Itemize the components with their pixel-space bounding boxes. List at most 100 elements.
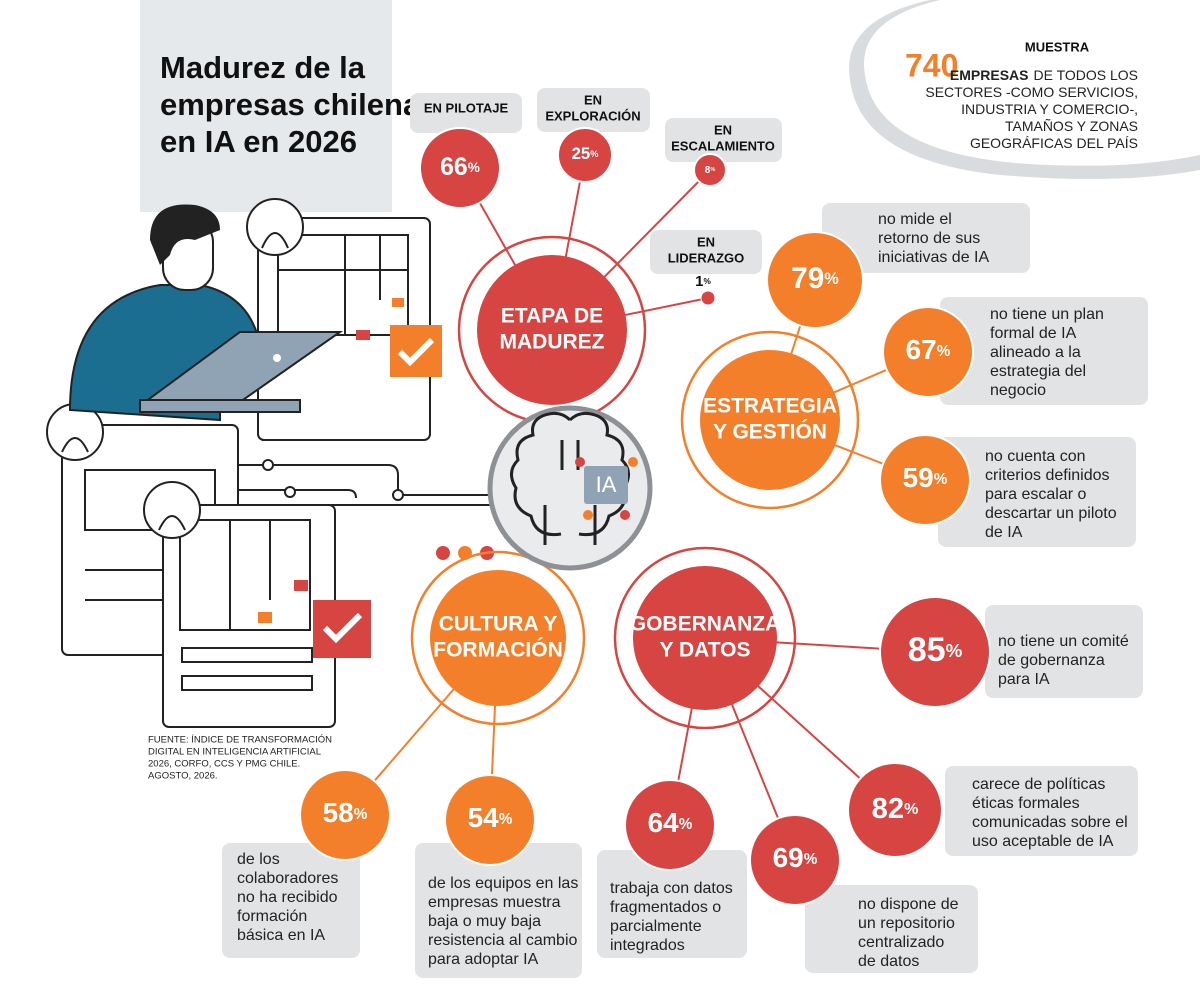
item-text: resistencia al cambio [428, 932, 578, 949]
stat-circle [882, 306, 974, 398]
item-text: retorno de sus [878, 230, 980, 247]
source-line: 2026, CORFO, CCS Y PMG CHILE. [148, 759, 300, 770]
stat-value: 59% [903, 462, 948, 493]
laptop-base [139, 399, 301, 413]
stat-number: 82 [872, 793, 904, 825]
stat-unit: % [499, 811, 513, 828]
stat-number: 1 [695, 273, 703, 290]
group-label: Y GESTIÓN [713, 420, 827, 444]
hub [487, 405, 653, 571]
group-label: GOBERNANZA [630, 613, 781, 636]
stat-value: 82% [872, 793, 919, 825]
item-text: de los [237, 851, 280, 868]
group-circle [633, 566, 777, 710]
stat-value: 54% [468, 802, 513, 833]
stat-circle [766, 231, 864, 329]
text-box [665, 118, 782, 162]
item-text: negocio [990, 382, 1046, 399]
sample-text: DE TODOS LOS [1033, 67, 1138, 83]
item-text: carece de políticas [972, 776, 1105, 793]
check-icon [397, 337, 435, 367]
stat-number: 79 [791, 262, 824, 295]
item-text: colaboradores [237, 870, 338, 887]
stat-circle [879, 434, 971, 526]
item-text: de gobernanza [998, 652, 1105, 669]
sample-text: TAMAÑOS Y ZONAS [1005, 118, 1138, 134]
title-line: empresas chilenas [160, 87, 437, 122]
stat-circle [299, 769, 391, 861]
doc-mark [392, 298, 404, 307]
item-text: estrategia del [990, 363, 1086, 380]
stat-number: 67 [906, 334, 937, 365]
stat-value: 85% [908, 631, 963, 669]
item-text: trabaja con datos [610, 880, 733, 897]
title-panel [140, 0, 392, 212]
item-text: parcialmente [610, 918, 702, 935]
item-text: de datos [858, 953, 919, 970]
text-box [985, 605, 1143, 698]
doc-mark [356, 330, 370, 340]
stat-number: 85 [908, 631, 946, 669]
stat-unit: % [946, 640, 963, 661]
stat-unit: % [804, 851, 818, 868]
item-text: un repositorio [858, 915, 955, 932]
group-circle [477, 255, 627, 405]
text-box [940, 297, 1148, 405]
stat-circle [419, 127, 501, 209]
group-label: ESTRATEGIA [703, 395, 837, 418]
text-box [222, 843, 360, 958]
person-hair [150, 204, 220, 265]
sample-lead: EMPRESAS [950, 67, 1029, 83]
brain-node [620, 510, 630, 520]
stat-unit: % [679, 816, 693, 833]
group-label: MADUREZ [500, 331, 605, 354]
item-text: no tiene un plan [990, 306, 1104, 323]
sample-text: GEOGRÁFICAS DEL PAÍS [970, 135, 1138, 151]
text-box [537, 88, 650, 132]
sample-line: GEOGRÁFICAS DEL PAÍS [970, 135, 1138, 151]
text-box [410, 93, 522, 133]
hub-badge [584, 466, 628, 504]
item-text: no tiene un comité [998, 633, 1129, 650]
stat-number: 8 [705, 165, 711, 176]
stat-unit: % [824, 270, 839, 288]
stat-unit: % [904, 800, 918, 818]
stat-unit: % [934, 471, 948, 488]
stat-value: 1% [695, 273, 711, 290]
stat-circle [624, 779, 716, 871]
item-text: fragmentados o [610, 899, 721, 916]
item-text: EN [584, 92, 602, 107]
stat-number: 66 [440, 154, 468, 181]
stat-number: 69 [773, 842, 804, 873]
brain-node [628, 457, 638, 467]
item-text: EN [714, 122, 732, 137]
item-text: de los equipos en las [428, 875, 578, 892]
group-ring [680, 330, 860, 510]
text-box [945, 766, 1138, 856]
item-text: descartar un piloto [985, 505, 1117, 522]
item-text: uso aceptable de IA [972, 833, 1114, 850]
title-line: Madurez de la [160, 50, 366, 85]
sample-bubble [863, 0, 1200, 166]
check-box [390, 325, 442, 377]
item-text: iniciativas de IA [878, 249, 989, 266]
stat-value: 64% [648, 807, 693, 838]
item-text: de IA [985, 524, 1023, 541]
illustration [46, 198, 500, 728]
item-text: LIDERAZGO [668, 250, 745, 265]
item-text: formal de IA [990, 325, 1077, 342]
item-text: integrados [610, 937, 685, 954]
hub-label: IA [596, 472, 617, 497]
stat-unit: % [704, 277, 712, 286]
item-text: éticas formales [972, 795, 1080, 812]
item-text: EN [697, 234, 715, 249]
sample-line: TAMAÑOS Y ZONAS [1005, 118, 1138, 134]
stat-circle [693, 153, 727, 187]
group-circle [700, 350, 840, 490]
sample-text: INDUSTRIA Y COMERCIO-, [961, 101, 1138, 117]
group-label: CULTURA Y [439, 613, 558, 636]
brain-node [583, 510, 593, 520]
stat-circle [847, 762, 943, 858]
text-box [415, 843, 582, 978]
